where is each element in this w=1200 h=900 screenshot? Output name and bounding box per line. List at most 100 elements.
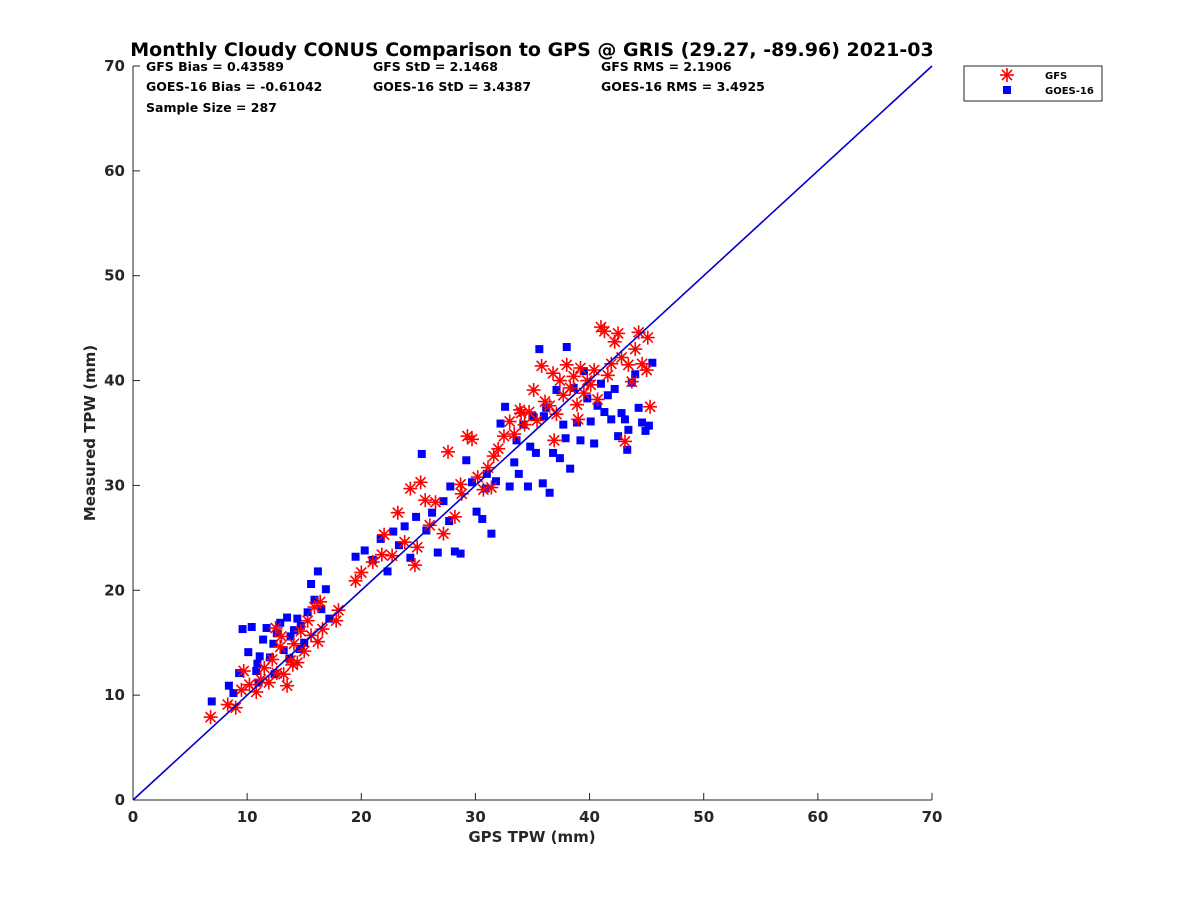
gfs-point [428,495,443,510]
goes16-point [445,517,454,526]
legend-label-goes: GOES-16 [1045,86,1094,97]
goes16-point [562,343,571,352]
gfs-point [547,433,562,448]
gfs-point [310,634,325,649]
y-axis-label: Measured TPW (mm) [81,345,99,521]
gfs-point [542,398,557,413]
gfs-point [600,368,615,383]
gfs-point [293,624,308,639]
gfs-point [413,475,428,490]
goes16-point [412,512,421,521]
x-tick-label: 40 [579,808,600,826]
goes16-point [526,442,535,451]
stat-goes-std: GOES-16 StD = 3.4387 [373,79,531,94]
gfs-point [257,660,272,675]
one-to-one-line [132,65,933,801]
goes16-point [491,477,500,486]
goes16-point [310,595,319,604]
goes16-point [439,497,448,506]
goes16-point [269,639,278,648]
goes16-point [561,434,570,443]
legend-label-gfs: GFS [1045,71,1067,82]
goes16-point [293,614,302,623]
gfs-point [643,399,658,414]
gfs-point [552,373,567,388]
stat-goes-bias: GOES-16 Bias = -0.61042 [146,79,322,94]
goes16-point [351,552,360,561]
x-ticks: 0 10 20 30 40 50 60 70 [128,793,942,826]
gfs-point [496,429,511,444]
goes16-point [638,418,647,427]
goes16-point [600,408,609,417]
goes16-point [283,613,292,622]
goes16-point [576,436,585,445]
gfs-point [348,573,363,588]
stat-sample-size: Sample Size = 287 [146,100,277,115]
plot-area [132,65,933,801]
gfs-point [407,558,422,573]
gfs-point [476,482,491,497]
gfs-point [617,434,632,449]
x-tick-label: 50 [693,808,714,826]
goes16-point [648,358,657,367]
goes16-point [539,412,548,421]
gfs-point [517,417,532,432]
gfs-point [297,644,312,659]
gfs-point [261,675,276,690]
gfs-point [611,326,626,341]
gfs-point [436,526,451,541]
goes16-point [624,425,633,434]
goes16-point [321,585,330,594]
gfs-point [624,374,639,389]
goes16-point [252,667,261,676]
goes16-point [406,553,415,562]
goes16-point [505,482,514,491]
x-tick-label: 30 [465,808,486,826]
goes16-point [496,419,505,428]
y-tick-label: 50 [104,267,125,285]
gfs-point [470,470,485,485]
x-tick-label: 10 [237,808,258,826]
gfs-point [587,363,602,378]
y-tick-label: 30 [104,476,125,494]
gfs-point [397,535,412,550]
gfs-point [377,527,392,542]
goes16-point [545,488,554,497]
gfs-point [576,386,591,401]
gfs-point [530,413,545,428]
goes16-point [481,484,490,493]
stat-gfs-bias: GFS Bias = 0.43589 [146,59,284,74]
legend-asterisk [1000,68,1014,82]
goes16-point [514,469,523,478]
gfs-point [422,518,437,533]
y-tick-label: 60 [104,162,125,180]
goes16-point [607,415,616,424]
gfs-point [465,432,480,447]
goes16-point [428,508,437,517]
gfs-point [365,554,380,569]
gfs-point [447,509,462,524]
gfs-point [486,449,501,464]
goes16-point [400,522,409,531]
goes16-point [303,608,312,617]
gfs-point [385,548,400,563]
gfs-point [286,636,301,651]
goes16-point [389,527,398,536]
goes16-point [603,391,612,400]
goes16-point [270,670,279,679]
goes16-point [207,697,216,706]
gfs-point [203,710,218,725]
goes16-point [247,622,256,631]
goes16-point [244,648,253,657]
gfs-point [480,460,495,475]
gfs-point [570,397,585,412]
goes16-point [317,605,326,614]
goes16-point [295,645,304,654]
gfs-point [234,682,249,697]
legend-marker-gfs [1000,68,1014,82]
stat-gfs-rms: GFS RMS = 2.1906 [601,59,732,74]
goes16-point [590,439,599,448]
gfs-point [453,477,468,492]
stat-gfs-std: GFS StD = 2.1468 [373,59,498,74]
y-tick-label: 0 [115,791,125,809]
